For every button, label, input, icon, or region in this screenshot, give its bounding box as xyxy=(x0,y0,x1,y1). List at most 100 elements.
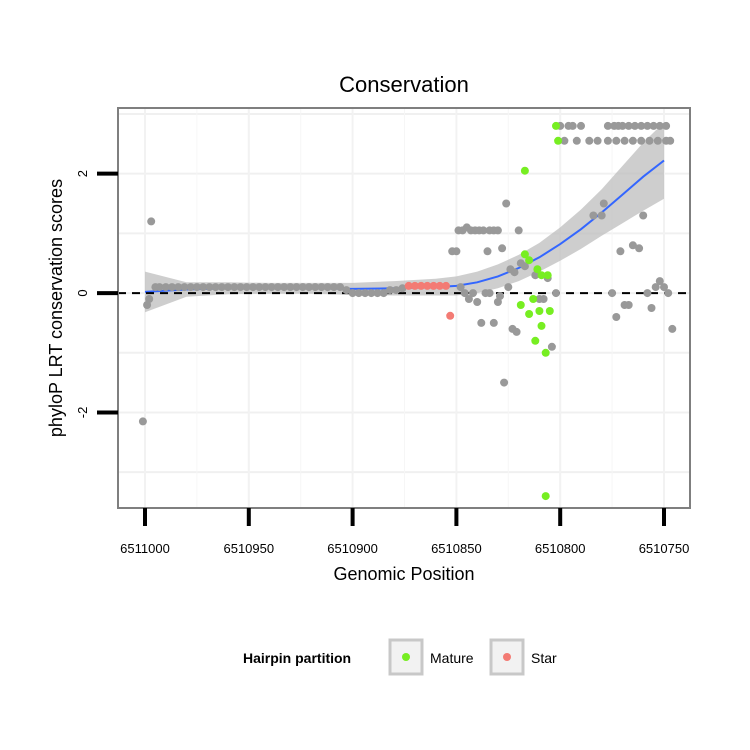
point-other xyxy=(311,283,320,292)
point-other xyxy=(637,136,646,145)
point-other xyxy=(147,217,156,226)
point-mature xyxy=(525,256,534,265)
y-axis: -2 0 2 xyxy=(75,170,118,418)
point-other xyxy=(655,121,664,130)
point-other xyxy=(637,121,646,130)
x-tick-label: 6510750 xyxy=(639,541,690,556)
point-other xyxy=(653,136,662,145)
point-other xyxy=(392,286,401,295)
point-other xyxy=(608,289,617,298)
point-other xyxy=(161,283,170,292)
point-star xyxy=(435,281,444,290)
point-other xyxy=(612,136,621,145)
legend-entry-star: Star xyxy=(489,638,557,676)
point-star xyxy=(442,281,450,290)
point-other xyxy=(560,136,569,145)
point-mature xyxy=(516,301,525,309)
x-tick-label: 6510850 xyxy=(431,541,482,556)
point-other xyxy=(520,262,529,271)
point-other xyxy=(456,283,465,292)
point-other xyxy=(531,271,540,280)
point-mature xyxy=(537,321,546,330)
point-other xyxy=(180,283,189,292)
point-other xyxy=(643,289,652,298)
point-other xyxy=(620,136,629,145)
point-other xyxy=(305,283,313,292)
point-other xyxy=(329,283,338,292)
point-other xyxy=(211,283,220,292)
point-other xyxy=(236,283,245,292)
point-mature xyxy=(533,265,542,274)
point-other xyxy=(255,283,264,292)
y-tick-label: 0 xyxy=(75,289,90,296)
point-other xyxy=(668,324,677,333)
x-tick-label: 6510800 xyxy=(535,541,586,556)
point-other xyxy=(348,289,357,298)
point-other xyxy=(660,283,668,292)
point-other xyxy=(155,283,164,292)
x-axis: 6511000 6510950 6510900 6510850 6510800 65107… xyxy=(120,508,689,556)
x-tick-label: 6511000 xyxy=(120,541,170,556)
point-other xyxy=(603,136,612,145)
point-star xyxy=(410,281,419,290)
chart-title: Conservation xyxy=(339,72,469,97)
point-other xyxy=(373,289,382,298)
point-other xyxy=(630,121,639,130)
point-mature xyxy=(537,271,546,280)
point-other xyxy=(624,301,633,309)
point-other xyxy=(539,295,548,303)
legend-key-mature-dot xyxy=(402,653,410,661)
point-other xyxy=(597,211,606,220)
point-mature xyxy=(543,271,552,280)
point-other xyxy=(577,121,585,130)
point-other xyxy=(286,283,295,292)
point-mature xyxy=(541,492,550,501)
point-other xyxy=(512,327,521,336)
point-other xyxy=(464,295,473,303)
point-other xyxy=(317,283,326,292)
data-points xyxy=(138,121,677,501)
point-other xyxy=(514,226,523,235)
point-star xyxy=(429,281,438,290)
point-other xyxy=(651,283,660,292)
legend: Hairpin partition Mature Star xyxy=(243,638,557,676)
point-other xyxy=(572,136,581,145)
point-other xyxy=(145,295,154,303)
point-other xyxy=(502,199,511,208)
x-tick-label: 6510900 xyxy=(327,541,378,556)
point-other xyxy=(599,199,608,208)
point-mature xyxy=(554,136,563,145)
point-other xyxy=(585,136,594,145)
point-other xyxy=(666,136,675,145)
point-other xyxy=(460,289,469,298)
point-other xyxy=(647,304,656,312)
point-other xyxy=(298,283,307,292)
point-other xyxy=(477,318,486,327)
point-other xyxy=(336,283,345,292)
point-other xyxy=(452,247,461,256)
point-other xyxy=(261,283,270,292)
point-other xyxy=(379,289,388,298)
point-star xyxy=(404,281,413,290)
point-other xyxy=(504,283,513,292)
point-other xyxy=(496,292,504,301)
y-tick-label: -2 xyxy=(75,407,90,419)
panel-border xyxy=(117,107,691,509)
point-other xyxy=(612,313,621,321)
point-mature xyxy=(520,166,529,175)
point-other xyxy=(224,283,232,292)
point-other xyxy=(174,283,183,292)
point-other xyxy=(479,226,488,235)
point-other xyxy=(138,417,147,426)
point-other xyxy=(186,283,195,292)
point-other xyxy=(217,283,226,292)
point-other xyxy=(483,247,492,256)
point-mature xyxy=(552,121,560,130)
point-other xyxy=(624,121,633,130)
point-other xyxy=(242,283,251,292)
point-other xyxy=(628,136,637,145)
point-other xyxy=(192,283,201,292)
point-other xyxy=(510,268,519,277)
point-other xyxy=(500,378,509,387)
